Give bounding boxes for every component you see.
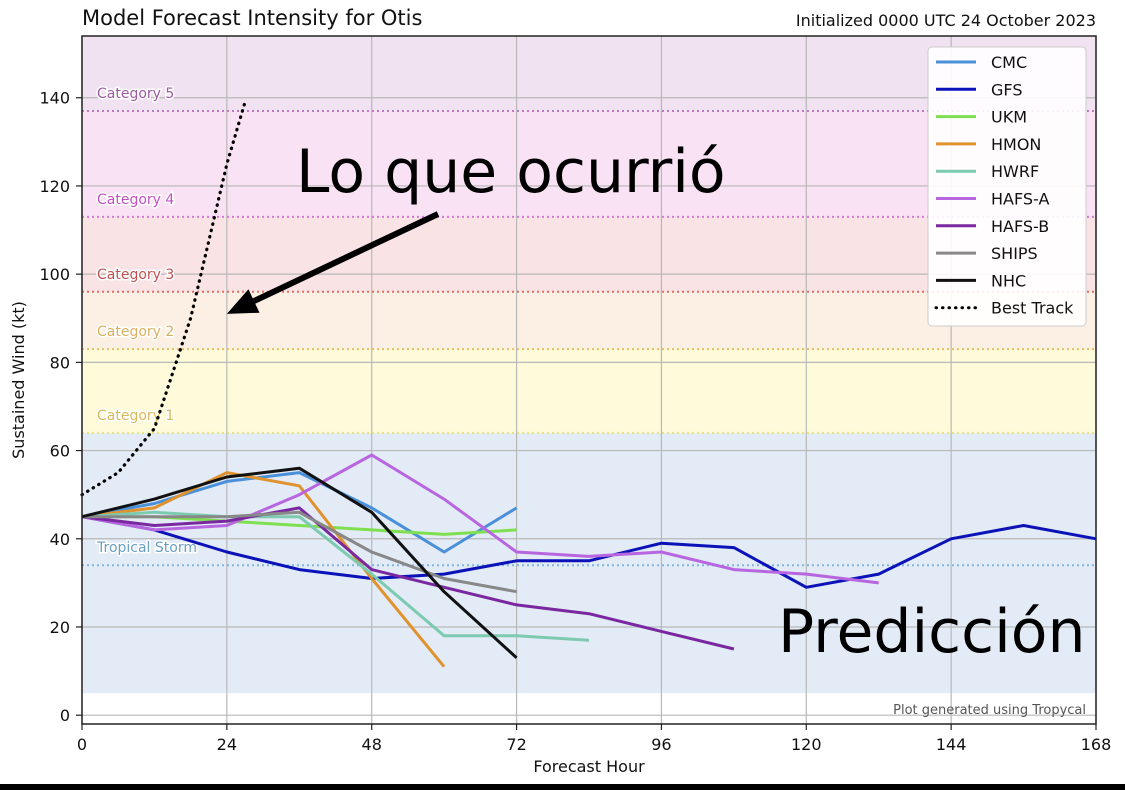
annotation-text-lo-que-ocurrio: Lo que ocurrió [296,137,726,207]
chart-title: Model Forecast Intensity for Otis [82,6,422,30]
band-5 [82,36,1096,111]
plot-frame [81,35,1097,725]
x-tick-label-4: 96 [651,735,671,754]
y-tick-label-6: 120 [39,177,70,196]
credit-text: Plot generated using Tropycal [893,703,1086,718]
y-tick-label-4: 80 [50,353,70,372]
annotation-text-prediccion: Predicción [778,597,1086,667]
y-tick-label-3: 60 [50,442,70,461]
category-label-1: Category 1 [97,408,174,424]
series-line-hafs-b [81,506,735,651]
legend: CMC GFS UKM HMON HWRF HAFS-A HAFS-B SHIPS NHC Bes… [927,46,1087,327]
category-label-3: Category 3 [97,267,174,283]
legend-label-8: NHC [991,271,1026,290]
category-label-2: Category 2 [97,324,174,340]
x-tick-label-0: 0 [77,735,87,754]
series-line-hwrf [81,510,590,642]
legend-label-5: HAFS-A [991,190,1049,209]
band-1 [82,349,1096,433]
band-4 [82,110,1096,217]
band-3 [82,216,1096,292]
legend-label-3: HMON [991,135,1041,154]
x-tick-label-6: 144 [936,735,967,754]
series-line-hafs-a [81,453,879,585]
category-label-4: Category 4 [97,192,174,208]
series-line-best-track [80,100,247,497]
axes: 0 24 48 72 96 120 144 168 0 20 40 60 80 100 120 140 [39,35,1112,754]
x-tick-label-3: 72 [506,735,526,754]
x-axis-label: Forecast Hour [533,757,645,776]
y-tick-label-2: 40 [50,530,70,549]
x-tick-label-1: 24 [217,735,237,754]
y-axis-label: Sustained Wind (kt) [9,301,28,459]
y-tick-label-7: 140 [39,89,70,108]
x-tick-label-2: 48 [362,735,382,754]
legend-label-0: CMC [991,53,1027,72]
series-line-nhc [81,466,518,659]
annotations: Lo que ocurrió Predicción [226,137,1086,667]
category-label-5: Category 5 [97,86,174,102]
category-labels: Tropical Storm Category 1 Category 2 Catego… [95,84,199,557]
category-label-0: Tropical Storm [96,540,197,556]
annotation-arrow-head [226,289,260,314]
y-tick-label-5: 100 [39,265,70,284]
series-line-cmc [81,471,518,554]
annotation-arrow-shaft [252,211,440,304]
series-line-gfs [81,515,1097,589]
category-bands [82,36,1096,694]
series-lines [80,100,1097,668]
legend-label-2: UKM [991,108,1027,127]
category-threshold-lines [82,109,1096,567]
grid-lines [81,36,1097,724]
x-tick-label-7: 168 [1081,735,1112,754]
legend-label-6: HAFS-B [991,217,1049,236]
chart-subtitle: Initialized 0000 UTC 24 October 2023 [796,11,1096,30]
legend-label-1: GFS [991,80,1022,99]
x-tick-label-5: 120 [791,735,822,754]
series-line-hmon [81,471,446,668]
legend-label-9: Best Track [991,299,1074,318]
y-tick-label-0: 0 [60,706,70,725]
bottom-border [0,784,1125,790]
legend-label-4: HWRF [991,162,1039,181]
y-tick-label-1: 20 [50,618,70,637]
series-line-ships [82,510,517,594]
legend-label-7: SHIPS [991,244,1038,263]
